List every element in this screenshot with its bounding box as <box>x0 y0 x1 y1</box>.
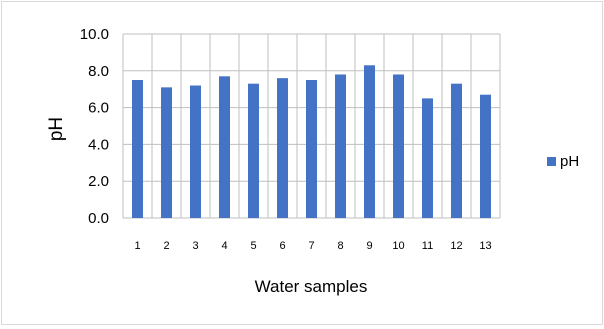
bar-sample-2 <box>161 87 172 218</box>
legend-swatch-ph <box>547 157 556 166</box>
chart-svg: 0.02.04.06.08.010.0 1 2 3 4 5 6 7 8 9 10 11 12 13 pH… <box>46 26 501 296</box>
x-tick-label: 3 <box>192 240 198 252</box>
y-tick-label: 0.0 <box>88 210 109 227</box>
x-axis-title: Water samples <box>255 277 368 296</box>
x-tick-label: 4 <box>221 240 227 252</box>
bar-sample-9 <box>364 65 375 218</box>
y-tick-label: 6.0 <box>88 100 109 117</box>
y-tick-label: 10.0 <box>80 26 109 43</box>
x-tick-label: 9 <box>366 240 372 252</box>
x-tick-label: 13 <box>479 240 491 252</box>
x-tick-label: 6 <box>279 240 285 252</box>
legend-label-ph: pH <box>560 153 580 170</box>
x-tick-label: 2 <box>163 240 169 252</box>
bar-sample-6 <box>277 78 288 218</box>
x-tick-label: 11 <box>422 240 433 252</box>
y-tick-labels: 0.0 2.0 4.0 6.0 8.0 10.0 <box>80 26 109 227</box>
legend: pH <box>547 153 579 170</box>
grid <box>122 33 501 219</box>
x-tick-label: 1 <box>134 240 140 252</box>
y-axis-title: pH <box>46 117 67 141</box>
x-tick-labels: 1 2 3 4 5 6 7 8 9 10 11 12 13 <box>134 240 491 252</box>
bar-sample-10 <box>393 74 404 218</box>
y-tick-label: 4.0 <box>88 136 109 153</box>
bar-sample-1 <box>132 80 143 218</box>
x-tick-label: 7 <box>308 240 314 252</box>
bars <box>132 65 491 219</box>
x-tick-label: 10 <box>392 240 404 252</box>
y-tick-label: 8.0 <box>88 63 109 80</box>
bar-sample-5 <box>248 83 259 219</box>
y-tick-label: 2.0 <box>88 173 109 190</box>
x-tick-label: 5 <box>250 240 256 252</box>
bar-sample-13 <box>480 94 491 218</box>
bar-sample-4 <box>219 76 230 218</box>
x-tick-label: 8 <box>337 240 343 252</box>
bar-sample-12 <box>451 83 462 219</box>
bar-sample-3 <box>190 85 201 219</box>
bar-sample-8 <box>335 74 346 218</box>
bar-sample-7 <box>306 80 317 218</box>
x-tick-label: 12 <box>450 240 462 252</box>
bar-sample-11 <box>422 98 433 218</box>
